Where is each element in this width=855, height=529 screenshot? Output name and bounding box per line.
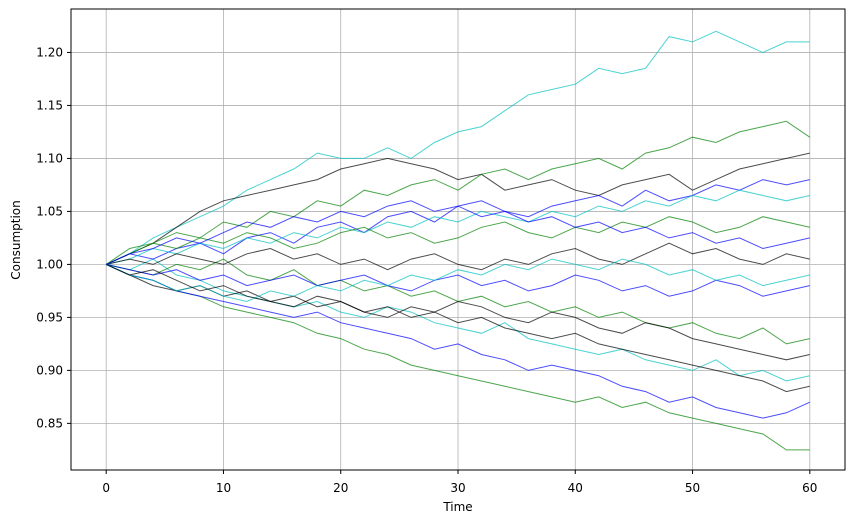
y-tick-label: 1.00 bbox=[36, 257, 63, 271]
lines-layer bbox=[105, 30, 811, 451]
x-tick-label: 30 bbox=[450, 481, 465, 495]
series-line bbox=[106, 189, 810, 265]
series-line bbox=[105, 200, 810, 265]
series-line bbox=[105, 216, 810, 265]
series-line bbox=[106, 263, 810, 297]
y-tick-label: 1.05 bbox=[36, 204, 63, 218]
y-axis-label: Consumption bbox=[9, 200, 23, 279]
series-line bbox=[105, 263, 810, 361]
series-line bbox=[105, 263, 811, 419]
y-tick-label: 1.15 bbox=[36, 98, 63, 112]
y-tick-label: 1.20 bbox=[36, 45, 63, 59]
x-tick-label: 60 bbox=[802, 481, 817, 495]
x-tick-label: 10 bbox=[216, 481, 231, 495]
y-tick-label: 0.90 bbox=[36, 363, 63, 377]
y-tick-label: 0.85 bbox=[36, 416, 63, 430]
series-line bbox=[105, 120, 811, 265]
y-tick-label: 1.10 bbox=[36, 151, 63, 165]
x-tick-label: 20 bbox=[333, 481, 348, 495]
grid-layer bbox=[71, 9, 845, 470]
x-tick-label: 50 bbox=[685, 481, 700, 495]
x-axis-label: Time bbox=[442, 500, 472, 514]
x-tick-label: 0 bbox=[102, 481, 110, 495]
series-line bbox=[105, 152, 810, 265]
series-line bbox=[106, 242, 810, 271]
series-line bbox=[105, 30, 810, 265]
series-line bbox=[106, 258, 810, 382]
y-tick-label: 0.95 bbox=[36, 310, 63, 324]
series-line bbox=[105, 258, 810, 303]
x-tick-label: 40 bbox=[568, 481, 583, 495]
series-line bbox=[105, 263, 810, 451]
